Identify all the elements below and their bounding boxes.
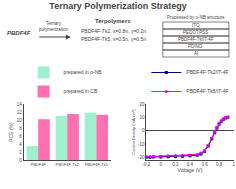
svg-text:0.4: 0.4	[187, 162, 194, 167]
svg-text:Current Density (mA/cm²): Current Density (mA/cm²)	[131, 109, 136, 155]
svg-text:PDINO: PDINO	[188, 44, 203, 49]
svg-text:0: 0	[142, 128, 145, 133]
svg-text:PBDF4F-Tk5, x=0.5n, y=0.5n: PBDF4F-Tk5, x=0.5n, y=0.5n	[81, 36, 146, 42]
svg-text:PBDF4F-Tk2/IT-4F: PBDF4F-Tk2/IT-4F	[186, 69, 228, 75]
svg-text:14: 14	[17, 102, 23, 107]
svg-text:prepared in o-NB: prepared in o-NB	[64, 69, 103, 75]
svg-text:Ternary Polymerization Strateg: Ternary Polymerization Strategy	[49, 1, 186, 11]
svg-text:PCE (%): PCE (%)	[8, 122, 14, 142]
svg-text:8: 8	[19, 126, 22, 131]
svg-text:0.6: 0.6	[201, 162, 208, 167]
svg-text:4: 4	[19, 142, 22, 147]
svg-text:PBDF4F: PBDF4F	[30, 162, 46, 167]
svg-text:Processed by o-NB structure: Processed by o-NB structure	[167, 15, 225, 20]
svg-text:10: 10	[139, 115, 145, 120]
svg-text:-10: -10	[138, 142, 145, 147]
svg-text:PBDF4F-Tk/IT-4F: PBDF4F-Tk/IT-4F	[178, 37, 214, 42]
svg-text:-0.2: -0.2	[142, 162, 150, 167]
svg-text:20: 20	[139, 102, 145, 107]
svg-text:12: 12	[17, 110, 23, 115]
svg-text:PBDF4F-Tk2, x=0.8n, y=0.2n: PBDF4F-Tk2, x=0.8n, y=0.2n	[81, 28, 146, 34]
svg-text:Al: Al	[194, 51, 198, 56]
svg-text:0.2: 0.2	[172, 162, 179, 167]
svg-text:PBDF4F-Tk5: PBDF4F-Tk5	[85, 162, 109, 167]
svg-text:0: 0	[19, 158, 22, 163]
svg-text:0: 0	[160, 162, 163, 167]
svg-text:Voltage (V): Voltage (V)	[178, 167, 203, 173]
svg-text:Ternarypolymerization: Ternarypolymerization	[39, 21, 69, 32]
svg-text:PBDF4F-Tk2: PBDF4F-Tk2	[56, 162, 80, 167]
svg-text:1: 1	[232, 162, 235, 167]
svg-text:6: 6	[19, 134, 22, 139]
svg-text:Terpolymers: Terpolymers	[95, 18, 131, 24]
svg-text:0.8: 0.8	[216, 162, 223, 167]
svg-text:-20: -20	[138, 155, 145, 160]
svg-text:PBDF4F-Tk5/IT-4F: PBDF4F-Tk5/IT-4F	[186, 88, 228, 94]
svg-text:PBDF4F: PBDF4F	[7, 30, 31, 36]
svg-text:10: 10	[17, 118, 23, 123]
svg-text:prepared in CB: prepared in CB	[64, 88, 98, 94]
svg-text:2: 2	[19, 150, 22, 155]
svg-text:PEDOT:PSS: PEDOT:PSS	[183, 30, 208, 35]
svg-text:ITO: ITO	[192, 23, 200, 28]
